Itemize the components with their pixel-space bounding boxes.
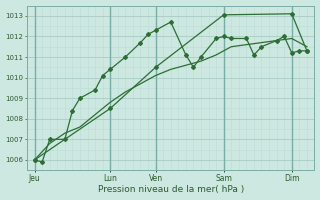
X-axis label: Pression niveau de la mer( hPa ): Pression niveau de la mer( hPa ) <box>98 185 244 194</box>
